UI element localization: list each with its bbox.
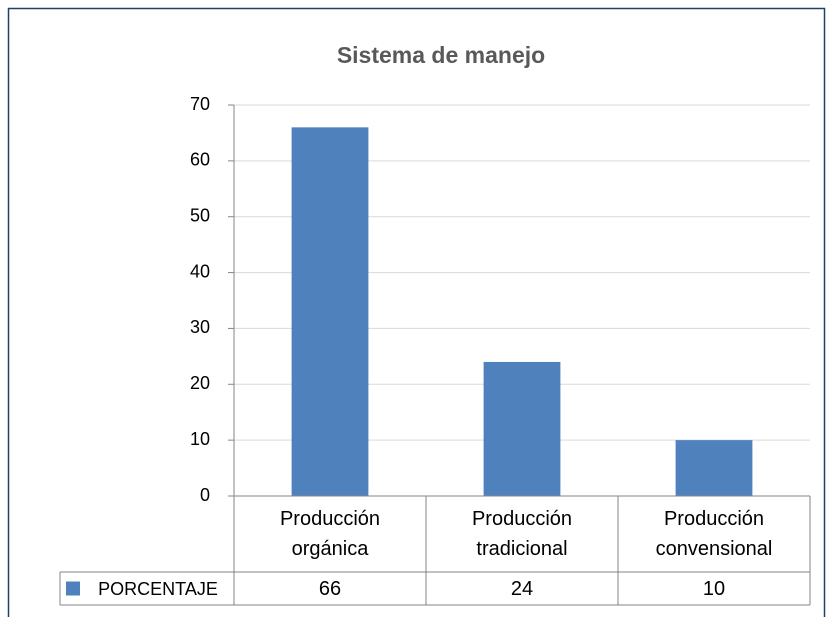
chart-title: Sistema de manejo bbox=[337, 42, 545, 68]
data-table-value-text: 24 bbox=[510, 577, 534, 600]
legend-swatch bbox=[66, 581, 80, 596]
x-tick-label: Producción orgánica bbox=[234, 496, 426, 572]
y-tick-label: 20 bbox=[190, 373, 210, 393]
x-tick-label: Producción tradicional bbox=[426, 496, 618, 572]
data-table-value-text: 66 bbox=[318, 577, 342, 600]
y-tick-label: 70 bbox=[190, 94, 210, 114]
legend-label: PORCENTAJE bbox=[82, 572, 234, 605]
x-tick-label: Producción convensional bbox=[618, 496, 810, 572]
x-tick-label-text: Producción orgánica bbox=[279, 508, 381, 560]
chart-border bbox=[7, 7, 826, 617]
y-tick-label: 0 bbox=[200, 485, 210, 505]
legend-label-text: PORCENTAJE bbox=[98, 578, 218, 599]
data-table-value: 24 bbox=[426, 572, 618, 605]
y-tick-label: 10 bbox=[190, 429, 210, 449]
y-tick-label: 60 bbox=[190, 150, 210, 170]
data-table-value: 66 bbox=[234, 572, 426, 605]
bar bbox=[675, 440, 753, 496]
data-table-value: 10 bbox=[618, 572, 810, 605]
y-tick-label: 50 bbox=[190, 205, 210, 225]
x-tick-label-text: Producción convensional bbox=[655, 508, 773, 560]
y-tick-label: 40 bbox=[190, 261, 210, 281]
data-table-value-text: 10 bbox=[702, 577, 726, 600]
bar bbox=[291, 127, 369, 496]
bar bbox=[483, 361, 561, 496]
x-tick-label-text: Producción tradicional bbox=[471, 508, 573, 560]
y-tick-label: 30 bbox=[190, 317, 210, 337]
